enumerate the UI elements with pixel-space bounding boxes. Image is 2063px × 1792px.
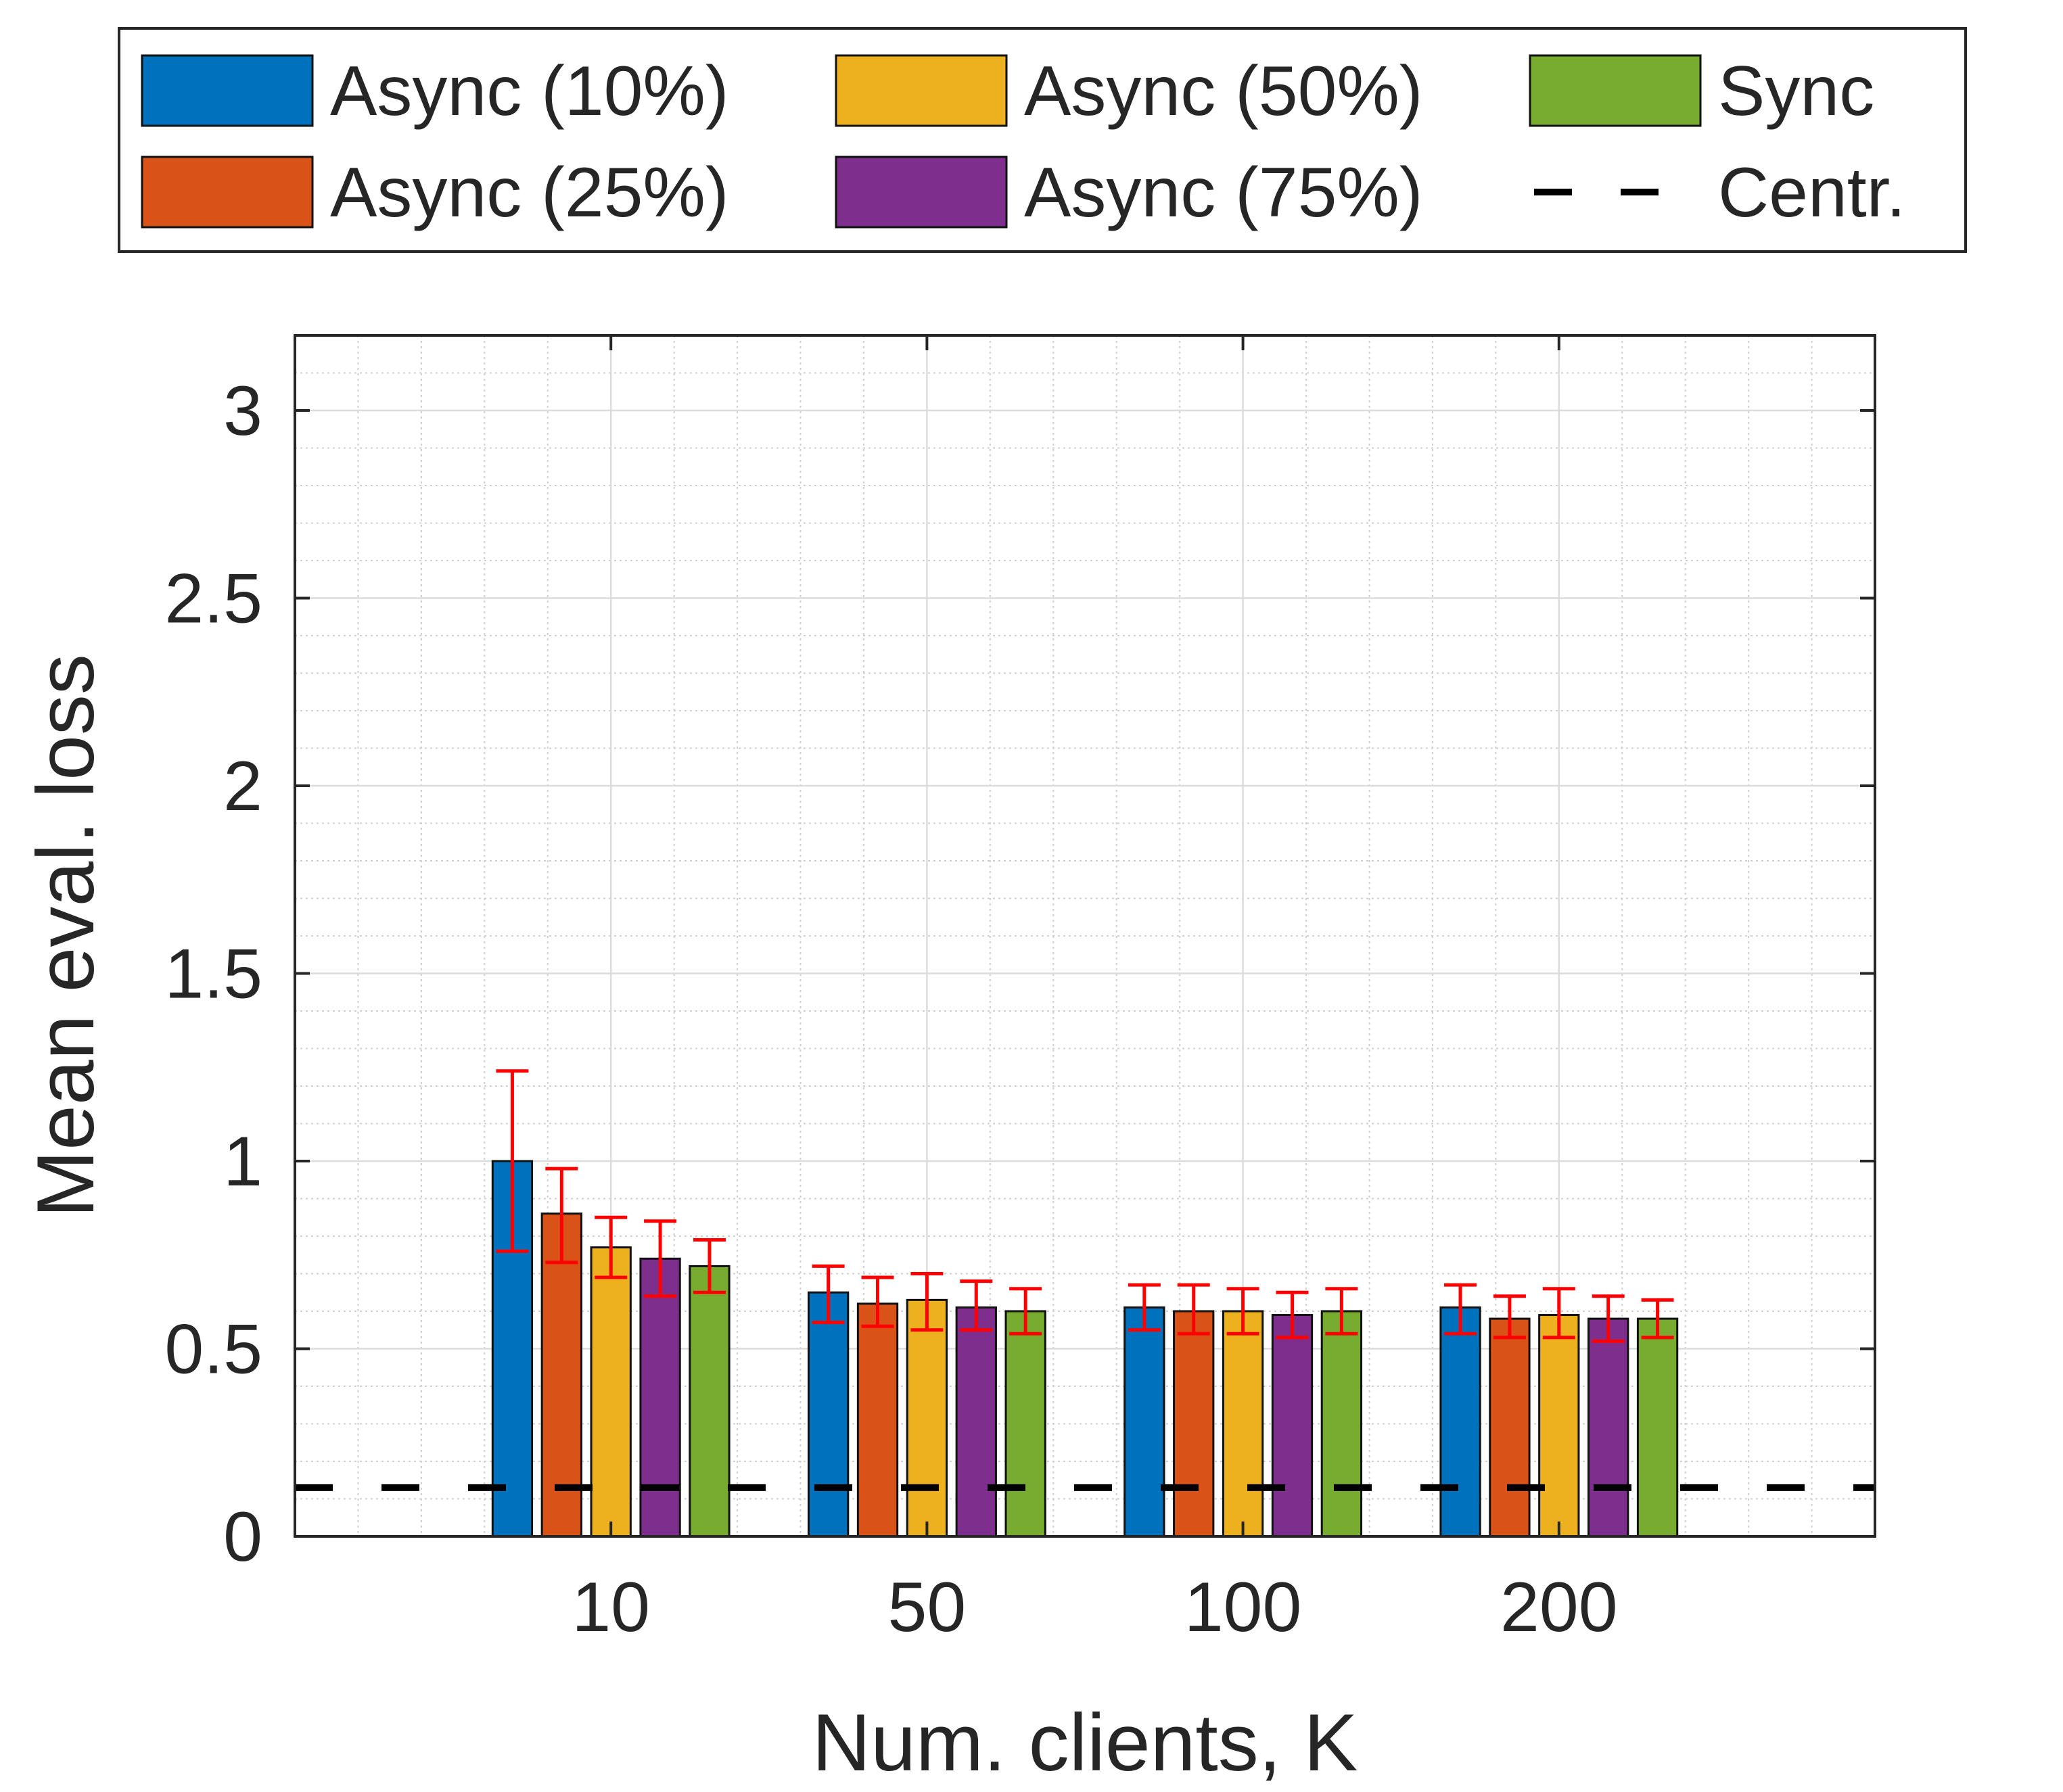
x-axis-label: Num. clients, K	[812, 1697, 1358, 1788]
axes-frame	[294, 334, 1876, 1538]
bar	[1439, 1306, 1481, 1538]
x-tick-label: 10	[572, 1568, 650, 1647]
legend-swatch	[835, 54, 1008, 127]
bar	[1222, 1310, 1264, 1538]
bar	[590, 1246, 632, 1538]
bar	[1173, 1310, 1215, 1538]
ticks: 0 0.5 1 1.5 2 2.5 3 10 50 100 200	[164, 335, 1875, 1647]
legend-label: Async (25%)	[330, 154, 729, 232]
bar	[1271, 1314, 1314, 1538]
legend-swatch	[141, 54, 314, 127]
bar	[1538, 1314, 1580, 1538]
x-tick-label: 100	[1184, 1568, 1302, 1647]
bar	[639, 1257, 681, 1538]
bar	[1636, 1317, 1679, 1538]
bar	[1123, 1306, 1165, 1538]
y-axis-label: Mean eval. loss	[20, 654, 111, 1218]
y-tick-label: 0	[223, 1498, 262, 1576]
y-tick-label: 1.5	[164, 935, 262, 1014]
bar	[1489, 1317, 1531, 1538]
legend-swatch	[1529, 54, 1702, 127]
x-tick-label: 200	[1500, 1568, 1618, 1647]
y-tick-label: 0.5	[164, 1311, 262, 1389]
y-tick-label: 2	[223, 747, 262, 826]
legend-swatch	[141, 156, 314, 229]
bar	[1587, 1317, 1629, 1538]
bar	[906, 1298, 948, 1538]
legend-label: Async (75%)	[1024, 154, 1423, 232]
legend-label: Async (10%)	[330, 52, 729, 131]
legend-label: Async (50%)	[1024, 52, 1423, 131]
bars	[491, 1069, 1679, 1538]
bar	[540, 1212, 582, 1538]
x-tick-label: 50	[888, 1568, 967, 1647]
bar	[955, 1306, 997, 1538]
bar	[807, 1291, 850, 1538]
bar	[1004, 1310, 1046, 1538]
y-tick-label: 1	[223, 1123, 262, 1201]
legend: Async (10%) Async (25%) Async (50%) Async (…	[118, 27, 1967, 253]
grid	[295, 335, 1875, 1536]
legend-label: Centr.	[1718, 154, 1905, 232]
legend-label: Sync	[1718, 52, 1874, 131]
bar	[1320, 1310, 1363, 1538]
y-tick-label: 2.5	[164, 560, 262, 638]
bar	[856, 1302, 899, 1538]
bar	[689, 1265, 731, 1538]
legend-swatch	[835, 156, 1008, 229]
y-tick-label: 3	[223, 372, 262, 450]
